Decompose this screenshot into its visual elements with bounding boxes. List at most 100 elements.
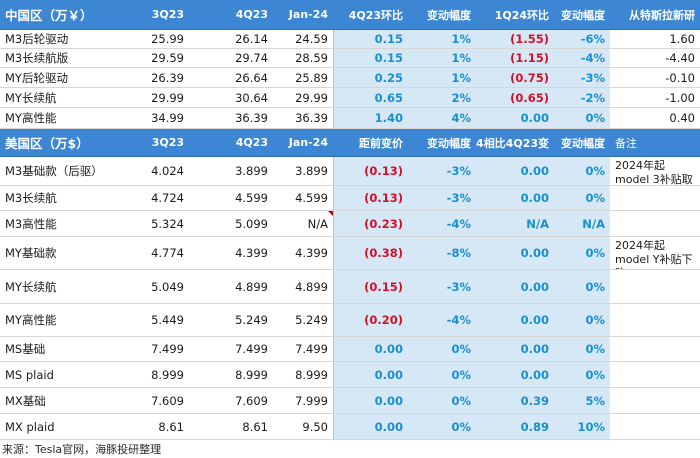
model-name: M3长续航版 <box>5 51 69 65</box>
model-name: MY基础款 <box>5 246 57 260</box>
change-value-2: 0.00 <box>476 186 554 210</box>
table-row: MY高性能 34.99 36.39 36.39 1.40 4% 0.00 0% … <box>0 108 700 129</box>
change-value: 0.15 <box>333 49 408 67</box>
note-text: 2024年起model Y补贴下降 <box>615 239 693 269</box>
change-value: 0.25 <box>333 68 408 87</box>
change-value: 1.40 <box>333 108 408 128</box>
change-value-2: (0.65) <box>476 88 554 107</box>
note-text <box>610 211 700 236</box>
price-4q23: 30.64 <box>235 90 268 105</box>
change-pct-2: 0% <box>554 362 610 387</box>
header-price-change: 距前变价 <box>359 136 403 150</box>
price-3q23: 4.024 <box>151 164 184 178</box>
header-jan24: Jan-24 <box>288 8 328 21</box>
change-pct: -8% <box>408 237 476 269</box>
note-text <box>610 388 700 413</box>
price-jan24: 28.59 <box>295 51 328 65</box>
model-name: M3高性能 <box>5 216 57 231</box>
change-value-2: 0.00 <box>476 237 554 269</box>
model-name: MY高性能 <box>5 111 57 125</box>
price-3q23: 26.39 <box>151 70 184 85</box>
extra-value: -0.10 <box>665 70 695 85</box>
price-4q23: 36.39 <box>235 111 268 125</box>
change-pct: 0% <box>408 362 476 387</box>
change-pct-2: 0% <box>554 337 610 361</box>
model-name: MY长续航 <box>5 90 57 105</box>
price-3q23: 25.99 <box>151 32 184 46</box>
note-text <box>610 304 700 336</box>
table-row: MY基础款 4.774 4.399 4.399 (0.38) -8% 0.00 … <box>0 237 700 270</box>
change-pct-2: -6% <box>554 30 610 48</box>
price-3q23: 7.609 <box>151 393 184 408</box>
change-value-2: 0.00 <box>476 362 554 387</box>
change-pct: -3% <box>408 157 476 185</box>
model-name: MX基础 <box>5 393 46 408</box>
change-pct: -4% <box>408 304 476 336</box>
price-4q23: 7.609 <box>235 393 268 408</box>
extra-value: -1.00 <box>665 90 695 105</box>
price-4q23: 26.64 <box>235 70 268 85</box>
change-value-2: (1.55) <box>476 30 554 48</box>
table-row: MX plaid 8.61 8.61 9.50 0.00 0% 0.89 10% <box>0 414 700 440</box>
change-pct-2: 0% <box>554 157 610 185</box>
change-pct: 0% <box>408 337 476 361</box>
note-text <box>610 186 700 210</box>
change-pct: 1% <box>408 68 476 87</box>
change-pct-2: 5% <box>554 388 610 413</box>
change-pct-2: 10% <box>554 414 610 439</box>
header-3q23: 3Q23 <box>151 8 184 21</box>
change-pct-2: N/A <box>554 211 610 236</box>
us-header-row: 美国区（万$） 3Q23 4Q23 Jan-24 距前变价 变动幅度 1Q24相… <box>0 129 700 157</box>
change-value-2: 0.00 <box>476 157 554 185</box>
price-4q23: 29.74 <box>235 51 268 65</box>
model-name: M3后轮驱动 <box>5 32 69 46</box>
header-3q23: 3Q23 <box>151 136 184 149</box>
table-row: MS基础 7.499 7.499 7.499 0.00 0% 0.00 0% <box>0 337 700 362</box>
change-value: 0.00 <box>333 337 408 361</box>
change-value: (0.13) <box>333 186 408 210</box>
change-value: 0.65 <box>333 88 408 107</box>
change-value: 0.00 <box>333 362 408 387</box>
change-pct-2: -2% <box>554 88 610 107</box>
header-change-pct: 变动幅度 <box>427 8 471 22</box>
change-pct-2: 0% <box>554 304 610 336</box>
header-qoq-change: 4Q23环比 <box>348 8 403 22</box>
note-text <box>610 362 700 387</box>
price-jan24: 4.399 <box>295 246 328 260</box>
price-3q23: 29.99 <box>151 90 184 105</box>
price-4q23: 4.899 <box>235 279 268 294</box>
change-value: 0.00 <box>333 414 408 439</box>
source-note: 来源：Tesla官网，海豚投研整理 <box>2 443 162 456</box>
change-value-2: 0.00 <box>476 337 554 361</box>
price-jan24: 36.39 <box>295 111 328 125</box>
change-pct-2: 0% <box>554 108 610 128</box>
change-value: 0.00 <box>333 388 408 413</box>
price-4q23: 3.899 <box>235 164 268 178</box>
change-value: (0.13) <box>333 157 408 185</box>
table-row: MS plaid 8.999 8.999 8.999 0.00 0% 0.00 … <box>0 362 700 388</box>
model-name: MS基础 <box>5 342 46 356</box>
price-jan24-text: N/A <box>307 216 328 231</box>
price-4q23: 5.099 <box>235 216 268 231</box>
change-pct: -3% <box>408 270 476 303</box>
change-value-2: 0.00 <box>476 108 554 128</box>
change-value-2: 0.89 <box>476 414 554 439</box>
model-name: MY长续航 <box>5 279 57 294</box>
table-row: M3长续航 4.724 4.599 4.599 (0.13) -3% 0.00 … <box>0 186 700 211</box>
header-change-pct-2: 变动幅度 <box>561 136 605 150</box>
price-3q23: 5.049 <box>151 279 184 294</box>
change-pct: -4% <box>408 211 476 236</box>
price-jan24: 9.50 <box>302 419 328 434</box>
change-pct-2: -4% <box>554 49 610 67</box>
china-header-row: 中国区（万￥） 3Q23 4Q23 Jan-24 4Q23环比 变动幅度 1Q2… <box>0 0 700 30</box>
change-value: (0.38) <box>333 237 408 269</box>
price-4q23: 26.14 <box>235 32 268 46</box>
header-change-pct-2: 变动幅度 <box>561 8 605 22</box>
note-text <box>610 414 700 439</box>
extra-value: 0.40 <box>669 111 695 125</box>
model-name: MY高性能 <box>5 313 57 327</box>
table-row: M3后轮驱动 25.99 26.14 24.59 0.15 1% (1.55) … <box>0 30 700 49</box>
price-3q23: 4.774 <box>151 246 184 260</box>
price-4q23: 4.599 <box>235 191 268 205</box>
change-pct: 2% <box>408 88 476 107</box>
